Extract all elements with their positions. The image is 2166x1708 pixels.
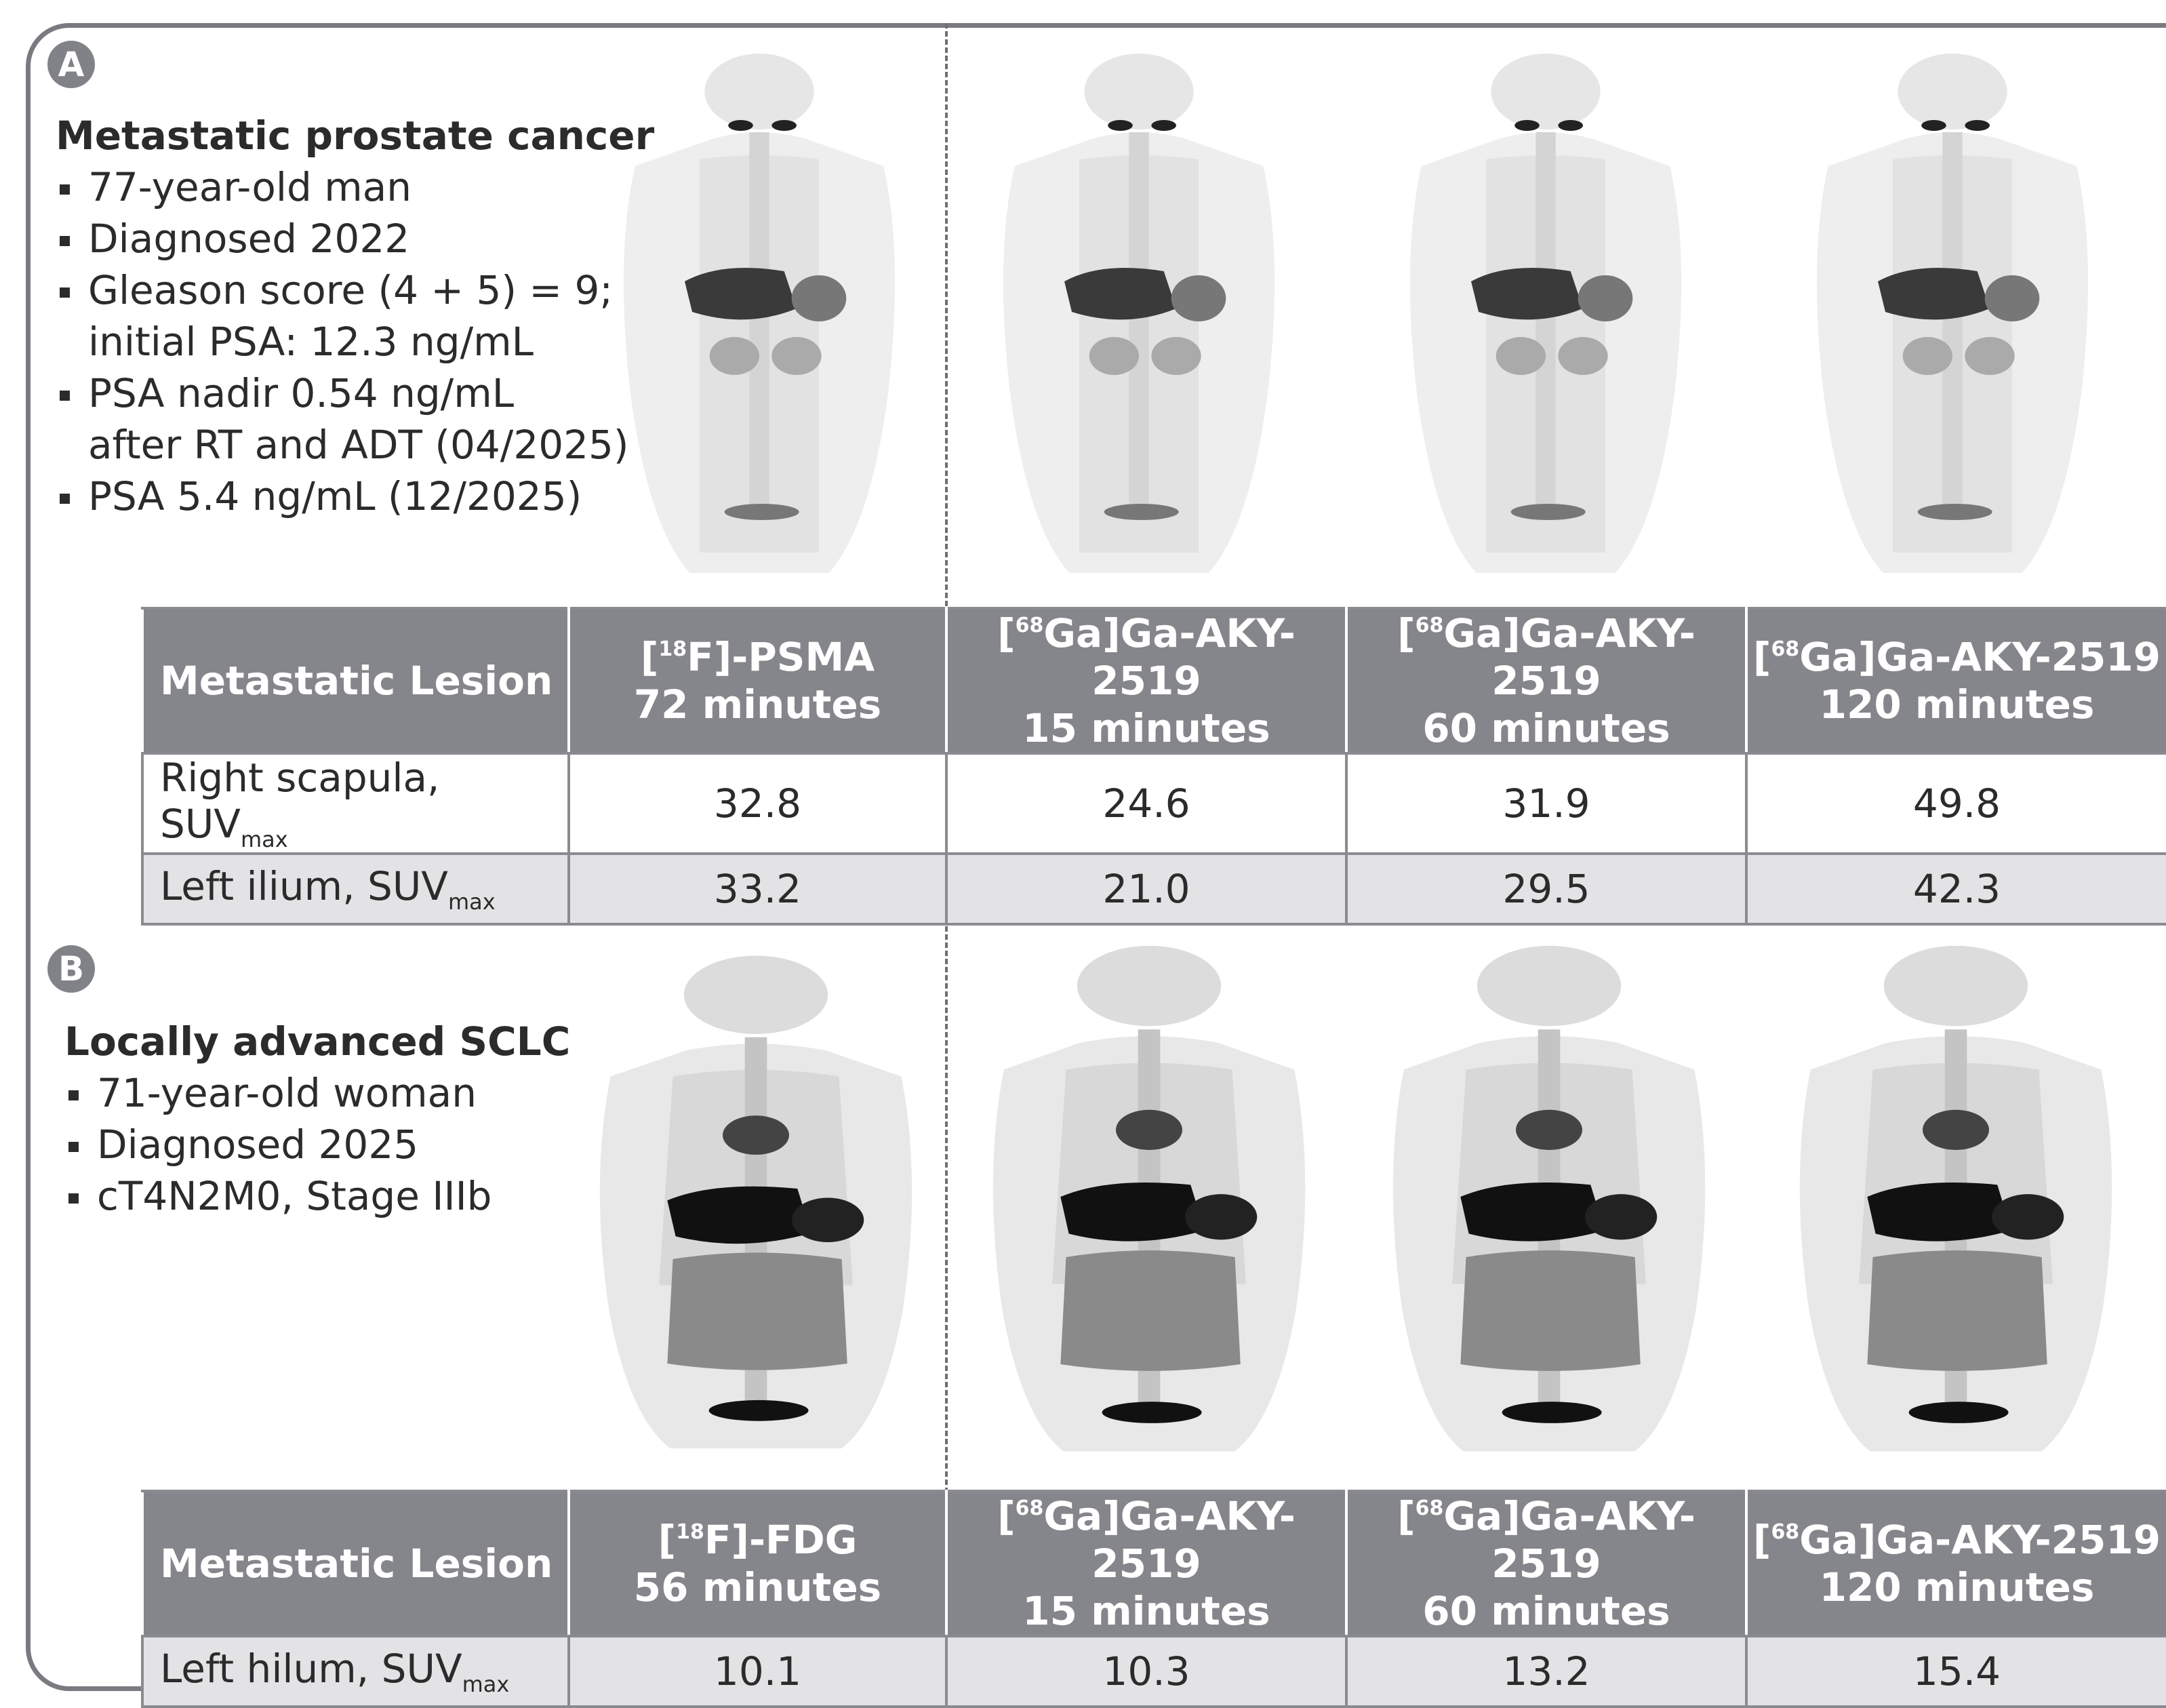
- panel-a-bullet: PSA 5.4 ng/mL (12/2025): [56, 471, 654, 522]
- header-metastatic-lesion: Metastatic Lesion: [141, 607, 570, 755]
- panel-a-case-summary: Metastatic prostate cancer 77-year-old m…: [56, 110, 654, 522]
- table-header-row: Metastatic Lesion [18F]-FDG 56 minutes [6…: [141, 1490, 2166, 1637]
- panel-a-bullet-continuation: after RT and ADT (04/2025): [88, 422, 629, 468]
- suv-value: 32.8: [567, 752, 948, 855]
- suv-value: 31.9: [1345, 752, 1748, 855]
- header-column: [68Ga]Ga-AKY-2519 120 minutes: [1745, 607, 2166, 755]
- panel-b-bullet-list: 71-year-old woman Diagnosed 2025 cT4N2M0…: [64, 1067, 570, 1222]
- scan-a-aky-120min: [1816, 54, 2089, 573]
- scan-b-aky-15min: [992, 945, 1306, 1452]
- suv-value: 10.3: [945, 1635, 1348, 1708]
- suv-value: 33.2: [567, 852, 948, 926]
- panel-a-bullet: Gleason score (4 + 5) = 9; initial PSA: …: [56, 264, 654, 368]
- panel-a-badge: A: [47, 41, 95, 88]
- suv-value: 42.3: [1745, 852, 2166, 926]
- row-label: Left ilium, SUVmax: [141, 852, 570, 926]
- suv-value: 13.2: [1345, 1635, 1748, 1708]
- panel-b-suv-table: Metastatic Lesion [18F]-FDG 56 minutes [6…: [141, 1490, 2166, 1708]
- scan-a-aky-15min: [1003, 54, 1275, 573]
- scan-a-aky-60min: [1409, 54, 1682, 573]
- table-row: Left ilium, SUVmax 33.2 21.0 29.5 42.3: [141, 852, 2166, 926]
- row-label: Left hilum, SUVmax: [141, 1635, 570, 1708]
- scan-b-fdg-56min: [599, 955, 912, 1449]
- table-row: Left hilum, SUVmax 10.1 10.3 13.2 15.4: [141, 1635, 2166, 1708]
- suv-value: 29.5: [1345, 852, 1748, 926]
- header-column: [18F]-FDG 56 minutes: [567, 1490, 948, 1637]
- header-column: [68Ga]Ga-AKY-2519 15 minutes: [945, 607, 1348, 755]
- panel-b-case-title: Locally advanced SCLC: [64, 1018, 571, 1065]
- panel-b-bullet: 71-year-old woman: [64, 1067, 570, 1119]
- panel-a-bullet-continuation: initial PSA: 12.3 ng/mL: [88, 319, 534, 365]
- table-row: Right scapula, SUVmax 32.8 24.6 31.9 49.…: [141, 752, 2166, 855]
- panel-a-suv-table: Metastatic Lesion [18F]-PSMA 72 minutes […: [141, 607, 2166, 926]
- suv-value: 15.4: [1745, 1635, 2166, 1708]
- panel-a-case-title: Metastatic prostate cancer: [56, 113, 655, 159]
- suv-value: 21.0: [945, 852, 1348, 926]
- panel-a-bullet: PSA nadir 0.54 ng/mL after RT and ADT (0…: [56, 368, 654, 471]
- header-column: [68Ga]Ga-AKY-2519 15 minutes: [945, 1490, 1348, 1637]
- header-column: [68Ga]Ga-AKY-2519 60 minutes: [1345, 1490, 1748, 1637]
- table-header-row: Metastatic Lesion [18F]-PSMA 72 minutes […: [141, 607, 2166, 755]
- scan-a-psma-72min: [623, 54, 896, 573]
- scan-b-aky-120min: [1799, 945, 2112, 1452]
- scan-b-aky-60min: [1392, 945, 1706, 1452]
- panel-a-bullet: 77-year-old man: [56, 161, 654, 213]
- suv-value: 24.6: [945, 752, 1348, 855]
- header-column: [68Ga]Ga-AKY-2519 120 minutes: [1745, 1490, 2166, 1637]
- suv-value: 49.8: [1745, 752, 2166, 855]
- panel-b-bullet: Diagnosed 2025: [64, 1119, 570, 1170]
- header-column: [68Ga]Ga-AKY-2519 60 minutes: [1345, 607, 1748, 755]
- header-metastatic-lesion: Metastatic Lesion: [141, 1490, 570, 1637]
- panel-b-case-summary: Locally advanced SCLC 71-year-old woman …: [64, 1016, 570, 1222]
- row-label: Right scapula, SUVmax: [141, 752, 570, 855]
- panel-a-bullet-text: Gleason score (4 + 5) = 9;: [88, 267, 613, 313]
- suv-value: 10.1: [567, 1635, 948, 1708]
- panel-a-bullet-list: 77-year-old man Diagnosed 2022 Gleason s…: [56, 161, 654, 522]
- header-column: [18F]-PSMA 72 minutes: [567, 607, 948, 755]
- panel-a-bullet-text: PSA nadir 0.54 ng/mL: [88, 370, 515, 416]
- panel-a-bullet: Diagnosed 2022: [56, 213, 654, 264]
- panel-b-badge: B: [47, 945, 95, 993]
- panel-b-bullet: cT4N2M0, Stage IIIb: [64, 1170, 570, 1222]
